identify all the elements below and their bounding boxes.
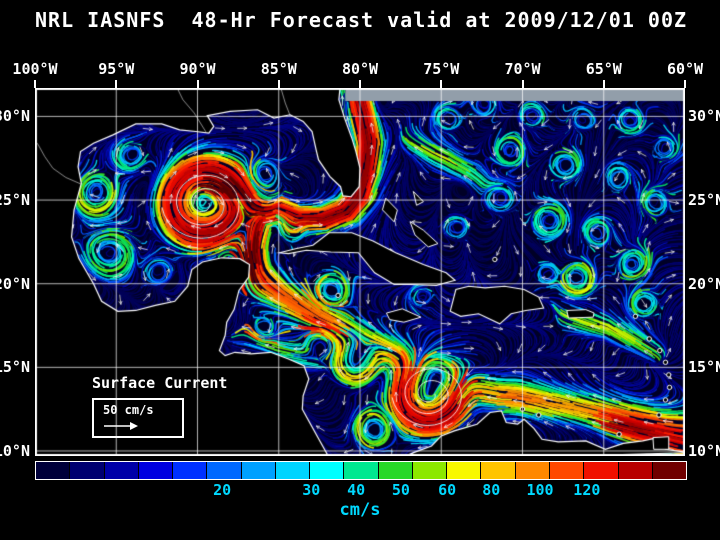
colorbar-cell (447, 462, 482, 479)
lon-label: 95°W (98, 60, 135, 78)
colorbar-tick-label: 120 (573, 481, 601, 499)
surface-current-label: Surface Current (92, 374, 228, 392)
lat-label: 15°N (688, 358, 720, 377)
colorbar-tick-label: 30 (302, 481, 321, 499)
lat-label: 10°N (0, 441, 30, 460)
figure-title: NRL IASNFS 48-Hr Forecast valid at 2009/… (35, 8, 688, 32)
colorbar-cell (104, 462, 139, 479)
longitude-axis-top: 100°W 95°W 90°W 85°W 80°W 75°W 70°W 65°W 60°W (12, 60, 703, 78)
axis-tick (684, 80, 686, 88)
colorbar-cell (241, 462, 276, 479)
colorbar-cell (549, 462, 585, 479)
lat-label: 25°N (0, 191, 30, 210)
colorbar-cell (584, 462, 619, 479)
colorbar-tick-label: 40 (347, 481, 366, 499)
lat-label: 30°N (0, 107, 30, 126)
lon-label: 80°W (341, 60, 379, 78)
colorbar-cell (652, 462, 687, 479)
colorbar-cell (173, 462, 208, 479)
current-scale-box: 50 cm/s (92, 398, 184, 438)
latitude-axis-left: 30°N 25°N 20°N 15°N 10°N (0, 88, 32, 460)
longitude-axis-ticks (34, 80, 686, 88)
axis-tick (196, 80, 199, 88)
colorbar-cell (275, 462, 311, 479)
lat-label: 20°N (0, 274, 30, 293)
colorbar (35, 461, 687, 480)
axis-tick (521, 80, 524, 88)
colorbar-cell (70, 462, 105, 479)
colorbar-cell (618, 462, 653, 479)
axis-tick (359, 80, 361, 88)
latitude-axis-right: 30°N 25°N 20°N 15°N 10°N (688, 88, 720, 460)
colorbar-cell (344, 462, 379, 479)
lon-label: 70°W (504, 60, 541, 78)
colorbar-tick-label: 100 (526, 481, 554, 499)
current-map-canvas (35, 88, 685, 456)
lon-label: 60°W (666, 60, 704, 78)
colorbar-tick-label: 20 (213, 481, 232, 499)
lon-label: 100°W (12, 60, 58, 78)
colorbar-cell (207, 462, 242, 479)
lat-label: 30°N (688, 107, 720, 126)
colorbar-tick-label: 50 (391, 481, 410, 499)
scale-arrow-icon (104, 422, 138, 430)
lon-label: 75°W (423, 60, 460, 78)
lat-label: 20°N (688, 274, 720, 293)
lat-label: 15°N (0, 358, 30, 377)
axis-tick (277, 80, 280, 88)
axis-tick (602, 80, 605, 88)
colorbar-unit-label: cm/s (339, 500, 381, 520)
lon-label: 90°W (179, 60, 216, 78)
colorbar-cell (481, 462, 516, 479)
axis-tick (440, 80, 443, 88)
colorbar-cell (36, 462, 71, 479)
colorbar-tick-labels: 20 30 40 50 60 80 100 120 (35, 481, 685, 499)
axis-tick (34, 80, 36, 88)
colorbar-cell (310, 462, 345, 479)
colorbar-cell (412, 462, 448, 479)
lon-label: 65°W (585, 60, 622, 78)
colorbar-cell (515, 462, 550, 479)
colorbar-cell (378, 462, 413, 479)
axis-tick (115, 80, 118, 88)
scale-value-label: 50 cm/s (103, 403, 154, 417)
colorbar-tick-label: 80 (482, 481, 501, 499)
lon-label: 85°W (260, 60, 297, 78)
colorbar-tick-label: 60 (438, 481, 457, 499)
lat-label: 25°N (688, 191, 720, 210)
lat-label: 10°N (688, 441, 720, 460)
colorbar-cell (138, 462, 174, 479)
